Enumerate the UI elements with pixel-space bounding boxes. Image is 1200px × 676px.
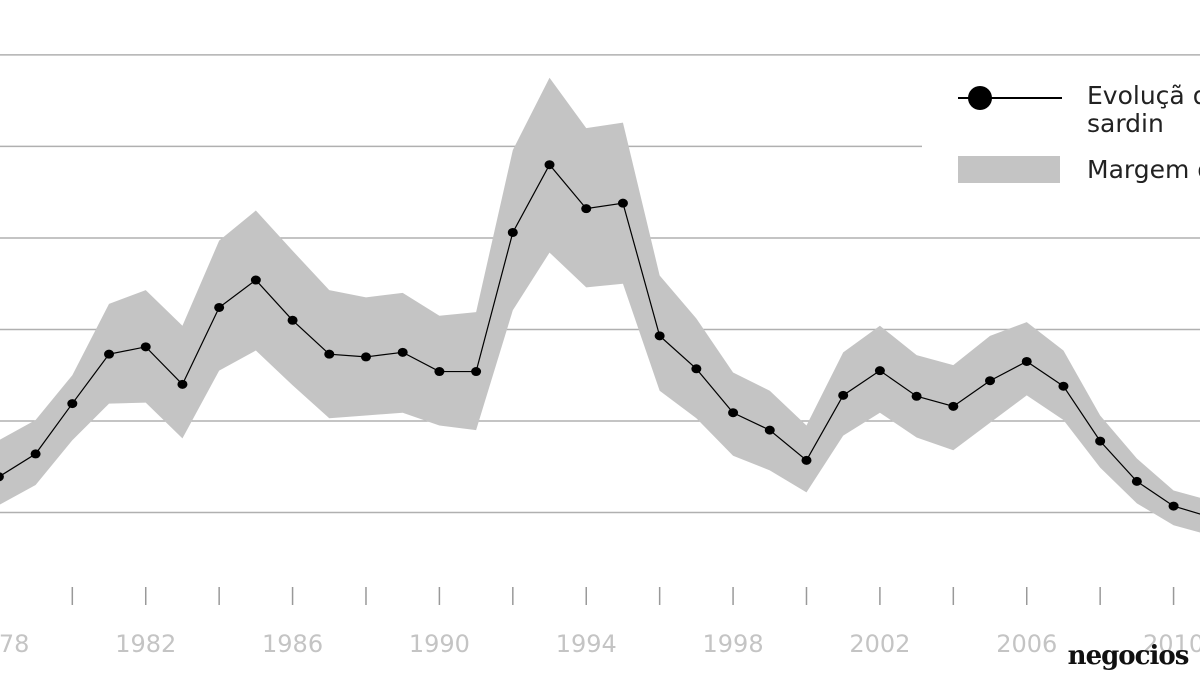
x-tick-label: 1986: [262, 630, 323, 658]
series-line: [0, 163, 1200, 515]
data-point: [691, 364, 702, 374]
data-point: [874, 366, 885, 376]
data-point: [728, 408, 739, 418]
data-point: [654, 331, 665, 341]
data-point: [250, 275, 261, 285]
data-point: [177, 379, 188, 389]
data-point: [214, 302, 225, 312]
x-tick-label: 1998: [703, 630, 764, 658]
data-point: [67, 399, 78, 409]
x-tick-label: 1978: [0, 630, 29, 658]
data-point: [838, 390, 849, 400]
data-point: [764, 425, 775, 435]
data-point: [1131, 476, 1142, 486]
x-tick-label: 1982: [115, 630, 176, 658]
data-point: [1168, 501, 1179, 511]
data-point: [104, 349, 115, 359]
data-point: [0, 472, 4, 482]
data-point: [1058, 381, 1069, 391]
data-point: [801, 455, 812, 465]
data-point: [911, 391, 922, 401]
data-point: [1021, 356, 1032, 366]
data-point: [434, 367, 445, 377]
data-point: [140, 342, 151, 352]
data-point: [948, 401, 959, 411]
data-point: [507, 227, 518, 237]
error-band: [0, 77, 1200, 533]
logo: negocios: [1068, 641, 1189, 671]
data-point: [360, 352, 371, 362]
data-point: [1095, 436, 1106, 446]
data-point: [581, 204, 592, 214]
data-point: [617, 198, 628, 208]
data-point: [324, 349, 335, 359]
data-point: [985, 376, 996, 386]
data-point: [287, 315, 298, 325]
data-point: [397, 347, 408, 357]
x-tick-label: 1990: [409, 630, 470, 658]
legend-label: Evoluçã desardin: [1087, 81, 1200, 138]
data-point: [471, 367, 482, 377]
legend-dot: [968, 86, 992, 110]
legend-label: Margem d: [1087, 155, 1200, 184]
x-tick-label: 2002: [849, 630, 910, 658]
legend-swatch: [958, 156, 1060, 183]
x-tick-label: 2010: [1143, 630, 1200, 658]
x-tick-label: 2006: [996, 630, 1057, 658]
data-point: [30, 449, 41, 459]
data-point: [544, 160, 555, 170]
x-tick-label: 1994: [556, 630, 617, 658]
